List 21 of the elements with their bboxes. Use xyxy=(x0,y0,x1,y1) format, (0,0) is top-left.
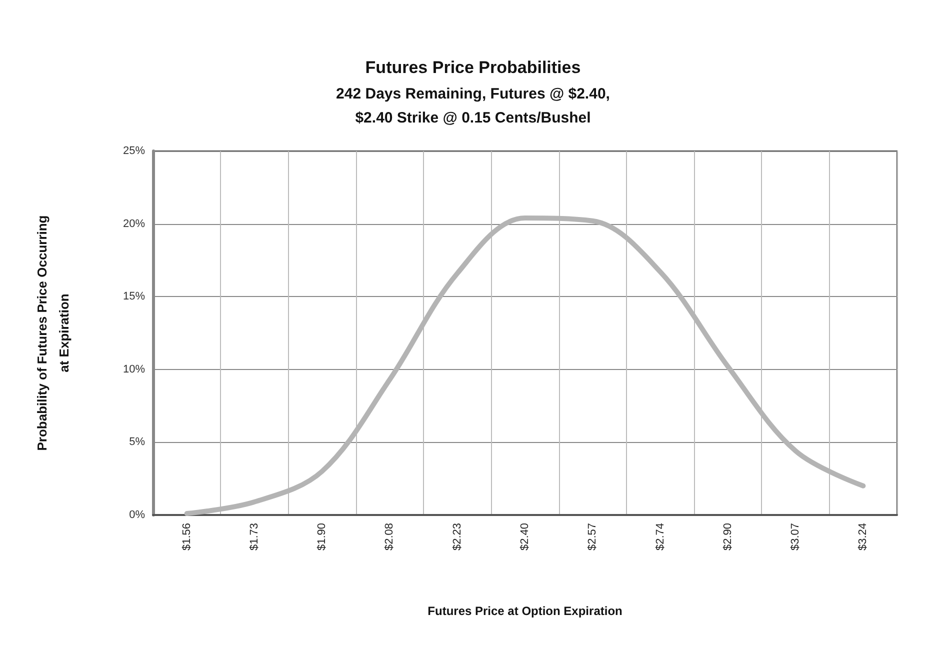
x-tick-label: $2.23 xyxy=(451,523,464,551)
y-tick-label: 5% xyxy=(129,436,146,448)
x-tick-label: $2.74 xyxy=(654,523,666,551)
x-axis-title: Futures Price at Option Expiration xyxy=(428,604,622,618)
x-tick-label: $2.90 xyxy=(722,523,734,551)
x-tick-label: $1.73 xyxy=(248,523,260,551)
x-tick-label: $2.57 xyxy=(586,523,599,551)
chart-title: Futures Price Probabilities xyxy=(365,58,581,77)
x-tick-label: $2.08 xyxy=(384,523,396,551)
y-tick-label: 15% xyxy=(122,290,146,303)
y-tick-label: 20% xyxy=(122,218,146,230)
y-axis-title: Probability of Futures Price Occurring at Expiration xyxy=(34,215,72,451)
x-tick-label: $3.24 xyxy=(857,523,870,551)
x-tick-label: $1.90 xyxy=(316,523,328,551)
y-tick-label: 25% xyxy=(122,145,146,157)
chart-subtitle: 242 Days Remaining, Futures @ $2.40, $2.40 Strike @ 0.15 Cents/Bushel xyxy=(336,86,610,126)
y-tick-label: 10% xyxy=(122,363,146,376)
x-tick-label: $3.07 xyxy=(790,523,802,551)
x-tick-label: $1.56 xyxy=(180,523,193,551)
y-tick-label: 0% xyxy=(129,509,146,521)
x-tick-label: $2.40 xyxy=(519,523,531,551)
